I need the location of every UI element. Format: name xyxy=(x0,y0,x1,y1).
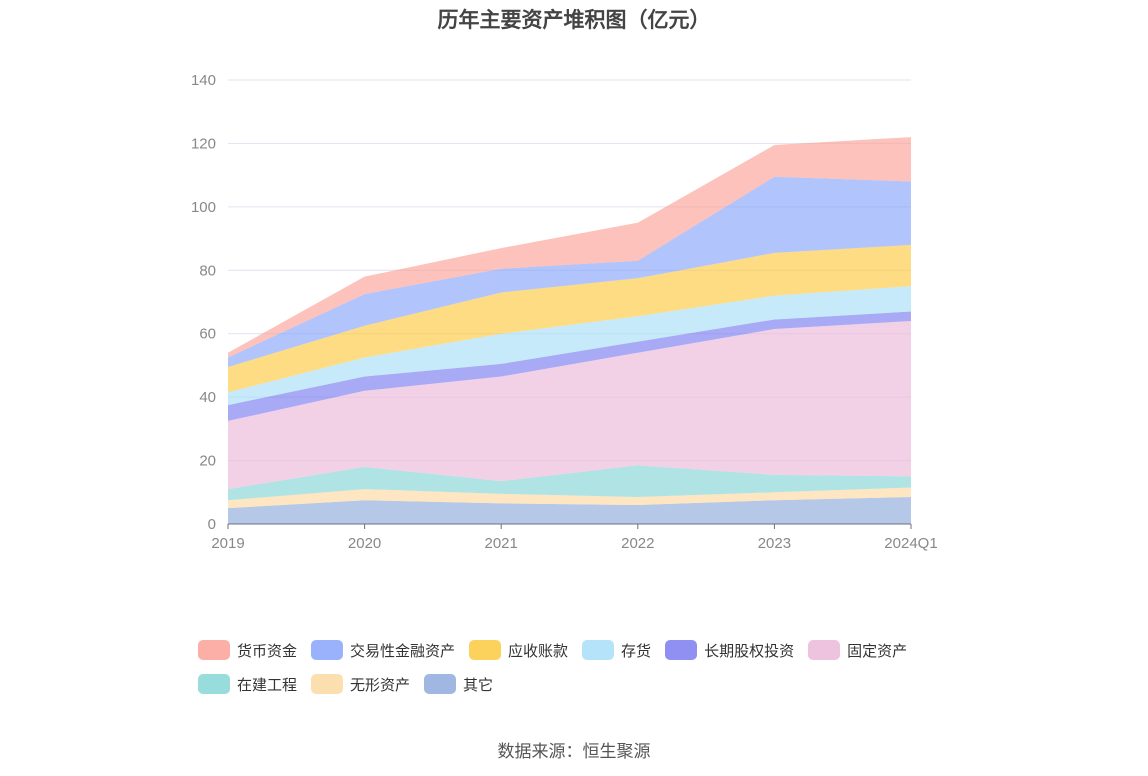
legend-swatch xyxy=(469,640,502,660)
legend-swatch xyxy=(582,640,615,660)
area-series-无形资产 xyxy=(228,487,911,509)
legend-item[interactable]: 应收账款 xyxy=(469,638,568,662)
x-tick-label: 2019 xyxy=(211,535,244,552)
area-series-在建工程 xyxy=(228,465,911,501)
legend-item[interactable]: 固定资产 xyxy=(808,638,907,662)
y-tick-label: 20 xyxy=(199,453,216,470)
legend-swatch xyxy=(198,640,230,660)
y-tick-label: 60 xyxy=(199,326,216,343)
chart-title: 历年主要资产堆积图（亿元） xyxy=(437,8,711,32)
legend-label: 其它 xyxy=(463,675,494,694)
legend-label: 在建工程 xyxy=(237,675,298,694)
legend-item[interactable]: 交易性金融资产 xyxy=(311,638,455,662)
y-tick-label: 0 xyxy=(208,516,216,533)
legend-label: 货币资金 xyxy=(237,641,298,660)
area-series-交易性金融资产 xyxy=(228,176,911,368)
legend-swatch xyxy=(808,640,841,660)
legend-label: 交易性金融资产 xyxy=(350,641,456,660)
legend-item[interactable]: 在建工程 xyxy=(198,672,297,696)
y-tick-label: 100 xyxy=(191,199,216,216)
legend-swatch xyxy=(665,640,698,660)
x-tick-label: 2020 xyxy=(348,535,381,552)
x-tick-label: 2023 xyxy=(758,535,791,552)
area-series-存货 xyxy=(228,286,911,406)
legend-swatch xyxy=(198,674,230,694)
data-source: 数据来源：恒生聚源 xyxy=(497,742,651,762)
area-series-货币资金 xyxy=(228,137,911,358)
y-tick-label: 140 xyxy=(191,72,216,89)
y-tick-label: 120 xyxy=(191,135,216,152)
area-series-应收账款 xyxy=(228,244,911,393)
legend-swatch xyxy=(311,640,344,660)
legend-item[interactable]: 无形资产 xyxy=(311,672,410,696)
legend-item[interactable]: 存货 xyxy=(582,638,651,662)
y-tick-label: 40 xyxy=(199,389,216,406)
x-tick-label: 2022 xyxy=(621,535,654,552)
legend: 货币资金 交易性金融资产 应收账款 存货 长期股权投资 固定资产在建工程 无形资产 其它 xyxy=(198,638,978,706)
x-tick-label: 2021 xyxy=(485,535,518,552)
area-series-长期股权投资 xyxy=(228,311,911,421)
legend-item[interactable]: 长期股权投资 xyxy=(665,638,794,662)
legend-swatch xyxy=(311,674,344,694)
area-series-其它 xyxy=(228,497,911,524)
legend-label: 存货 xyxy=(621,641,652,660)
x-tick-label: 2024Q1 xyxy=(884,535,937,552)
legend-label: 固定资产 xyxy=(847,641,908,660)
legend-label: 长期股权投资 xyxy=(704,641,795,660)
area-series-固定资产 xyxy=(228,321,911,490)
legend-item[interactable]: 货币资金 xyxy=(198,638,297,662)
legend-swatch xyxy=(424,674,457,694)
legend-label: 无形资产 xyxy=(350,675,411,694)
y-tick-label: 80 xyxy=(199,262,216,279)
legend-item[interactable]: 其它 xyxy=(424,672,493,696)
legend-label: 应收账款 xyxy=(508,641,569,660)
